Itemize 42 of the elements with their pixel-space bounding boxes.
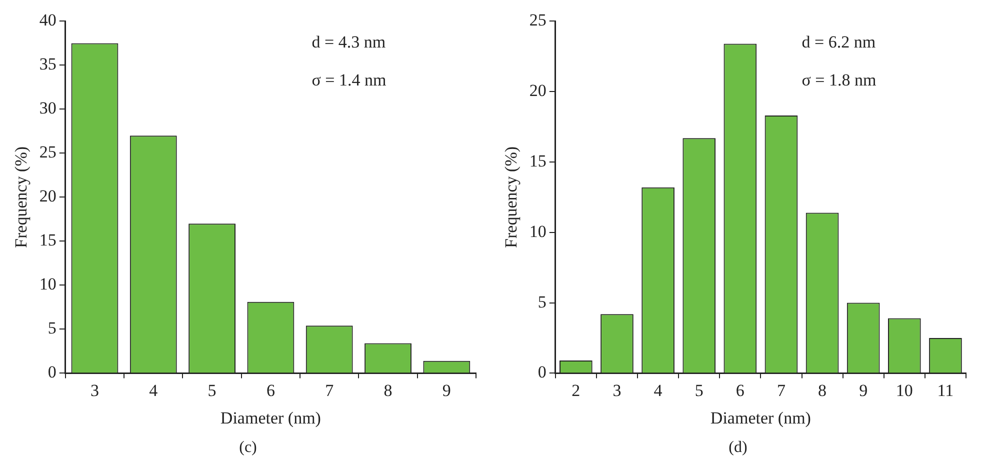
- x-tick-label: 3: [90, 380, 99, 400]
- y-tick-label: 25: [529, 10, 546, 30]
- x-tick-label: 10: [896, 380, 913, 400]
- y-axis-title: Frequency (%): [502, 146, 521, 248]
- y-tick-label: 0: [538, 362, 546, 382]
- annotation: d = 4.3 nm: [312, 32, 386, 52]
- x-axis-title: Diameter (nm): [710, 408, 811, 428]
- x-tick-label: 8: [818, 380, 827, 400]
- text: (d): [728, 439, 748, 457]
- annotation: σ = 1.8 nm: [802, 70, 876, 90]
- y-tick-label: 25: [39, 142, 56, 162]
- x-tick-label: 4: [654, 380, 663, 400]
- y-tick-label: 35: [39, 54, 56, 74]
- y-tick-label: 30: [39, 98, 56, 118]
- x-tick-label: 2: [572, 380, 580, 400]
- x-tick-label: 6: [266, 380, 275, 400]
- x-tick-label: 4: [149, 380, 158, 400]
- x-axis-title: Diameter (nm): [220, 408, 321, 428]
- y-tick-label: 0: [48, 362, 56, 382]
- x-tick-label: 9: [859, 380, 868, 400]
- y-tick-label: 40: [39, 10, 56, 30]
- y-tick-label: 10: [529, 222, 546, 241]
- x-tick-label: 9: [442, 380, 451, 400]
- x-tick-label: 3: [612, 380, 622, 400]
- y-tick-label: 5: [538, 292, 546, 312]
- y-tick-label: 15: [529, 151, 546, 170]
- y-tick-label: 5: [48, 318, 56, 338]
- annotation: σ = 1.4 nm: [312, 70, 386, 90]
- x-tick-label: 5: [694, 380, 704, 400]
- x-tick-label: 7: [325, 380, 334, 400]
- x-tick-label: 11: [937, 380, 954, 400]
- annotation: d = 6.2 nm: [802, 32, 876, 52]
- x-tick-label: 8: [384, 380, 392, 400]
- y-tick-label: 20: [529, 81, 546, 100]
- y-axis-title: Frequency (%): [12, 146, 31, 248]
- y-tick-label: 10: [39, 274, 56, 294]
- text: (c): [238, 439, 258, 457]
- x-tick-label: 7: [776, 380, 786, 400]
- x-tick-label: 6: [736, 380, 744, 400]
- y-tick-label: 15: [39, 230, 56, 250]
- y-tick-label: 20: [39, 186, 56, 206]
- x-tick-label: 5: [208, 380, 216, 400]
